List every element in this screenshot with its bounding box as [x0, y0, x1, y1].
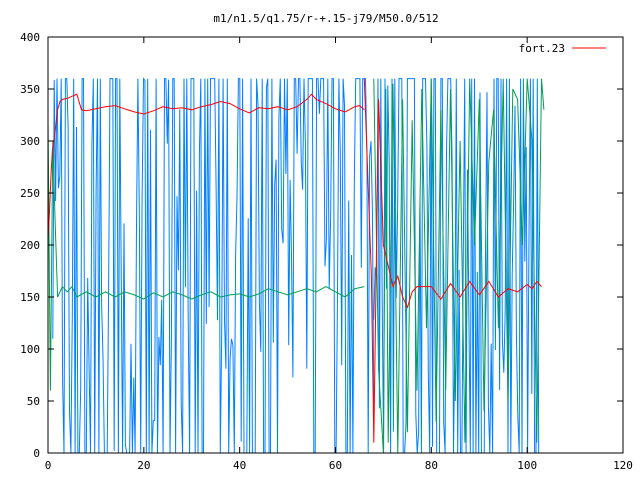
x-tick-label: 120 [613, 459, 633, 472]
x-tick-label: 80 [425, 459, 438, 472]
y-tick-label: 350 [20, 83, 40, 96]
y-tick-label: 150 [20, 291, 40, 304]
y-tick-label: 0 [33, 447, 40, 460]
x-tick-label: 60 [329, 459, 342, 472]
chart-title: m1/n1.5/q1.75/r-+.15-j79/M50.0/512 [213, 12, 438, 25]
series-blue-band-0 [52, 77, 375, 454]
y-tick-label: 250 [20, 187, 40, 200]
series-line-2 [47, 120, 365, 391]
series-line-0 [47, 93, 365, 240]
legend-label: fort.23 [519, 42, 565, 55]
series-line-3 [373, 78, 545, 454]
x-tick-label: 0 [45, 459, 52, 472]
y-tick-label: 400 [20, 31, 40, 44]
y-tick-label: 100 [20, 343, 40, 356]
data-layer [47, 77, 545, 454]
y-tick-label: 50 [27, 395, 40, 408]
x-tick-label: 20 [137, 459, 150, 472]
y-tick-label: 300 [20, 135, 40, 148]
x-tick-label: 40 [233, 459, 246, 472]
y-tick-label: 200 [20, 239, 40, 252]
axis-layer: 0 20 40 60 80 100 120 0 50 100 150 200 250 300 350 400 [20, 31, 633, 472]
x-tick-label: 100 [517, 459, 537, 472]
series-line-1 [363, 78, 542, 443]
legend: fort.23 [519, 42, 606, 55]
